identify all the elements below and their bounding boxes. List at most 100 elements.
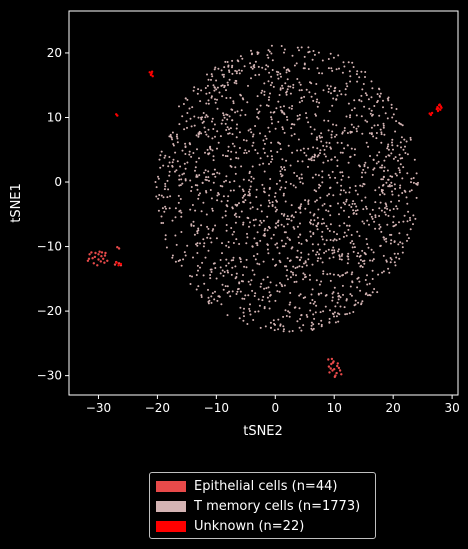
t-memory-point: [399, 186, 401, 189]
t-memory-point: [206, 73, 208, 76]
t-memory-point: [265, 104, 268, 107]
t-memory-point: [236, 110, 239, 113]
t-memory-point: [338, 258, 341, 261]
t-memory-point: [300, 46, 303, 49]
t-memory-point: [289, 164, 292, 167]
t-memory-point: [255, 188, 258, 191]
t-memory-point: [235, 157, 238, 159]
t-memory-point: [364, 119, 367, 122]
t-memory-point: [334, 135, 336, 138]
t-memory-point: [351, 240, 354, 243]
t-memory-point: [303, 151, 306, 154]
t-memory-point: [244, 149, 247, 152]
t-memory-point: [207, 176, 210, 179]
t-memory-point: [332, 123, 334, 126]
t-memory-point: [197, 269, 199, 272]
t-memory-point: [347, 228, 350, 231]
t-memory-point: [234, 111, 237, 114]
t-memory-point: [243, 65, 246, 68]
t-memory-point: [317, 51, 320, 54]
t-memory-point: [320, 319, 323, 322]
t-memory-point: [285, 181, 288, 183]
t-memory-point: [232, 259, 235, 262]
epithelial-point: [93, 255, 97, 259]
t-memory-point: [336, 141, 339, 144]
t-memory-point: [206, 236, 209, 239]
t-memory-point: [288, 106, 291, 109]
t-memory-point: [378, 186, 381, 189]
t-memory-point: [268, 50, 271, 53]
t-memory-point: [177, 201, 180, 204]
t-memory-point: [300, 251, 303, 254]
t-memory-point: [279, 324, 282, 327]
epithelial-point: [103, 261, 106, 264]
t-memory-point: [238, 216, 241, 218]
t-memory-point: [227, 145, 230, 148]
t-memory-point: [401, 157, 404, 160]
t-memory-point: [232, 100, 235, 103]
t-memory-point: [216, 86, 219, 89]
t-memory-point: [225, 244, 228, 247]
t-memory-point: [280, 239, 283, 242]
t-memory-point: [275, 263, 278, 266]
t-memory-point: [285, 69, 288, 71]
t-memory-point: [268, 186, 271, 189]
t-memory-point: [220, 303, 223, 306]
t-memory-point: [357, 262, 360, 265]
t-memory-point: [389, 175, 392, 178]
t-memory-point: [296, 118, 299, 121]
t-memory-point: [303, 62, 306, 65]
t-memory-point: [315, 83, 318, 85]
t-memory-point: [328, 257, 331, 260]
t-memory-point: [275, 182, 278, 185]
t-memory-point: [374, 189, 377, 192]
t-memory-point: [175, 243, 178, 246]
t-memory-point: [366, 294, 369, 297]
t-memory-point: [216, 199, 219, 202]
t-memory-point: [175, 135, 178, 138]
t-memory-point: [251, 206, 254, 209]
t-memory-point: [226, 126, 229, 129]
t-memory-point: [249, 185, 252, 188]
t-memory-point: [328, 110, 331, 113]
t-memory-point: [270, 116, 273, 119]
t-memory-point: [291, 214, 294, 217]
t-memory-point: [341, 151, 344, 154]
y-axis-label: tSNE1: [9, 183, 24, 223]
t-memory-point: [189, 117, 192, 120]
t-memory-point: [216, 171, 219, 174]
t-memory-point: [293, 171, 296, 174]
t-memory-point: [298, 265, 301, 268]
t-memory-point: [367, 145, 370, 148]
t-memory-point: [271, 204, 274, 206]
t-memory-point: [321, 136, 323, 139]
t-memory-point: [350, 273, 353, 276]
t-memory-point: [169, 195, 172, 198]
t-memory-point: [337, 202, 339, 205]
t-memory-point: [307, 51, 310, 54]
t-memory-point: [316, 251, 319, 254]
t-memory-point: [207, 99, 210, 102]
t-memory-point: [163, 156, 166, 159]
t-memory-point: [327, 248, 330, 251]
t-memory-point: [335, 315, 338, 318]
t-memory-point: [225, 264, 228, 267]
t-memory-point: [390, 184, 393, 187]
t-memory-point: [296, 114, 299, 117]
t-memory-point: [286, 236, 289, 239]
t-memory-point: [325, 250, 328, 253]
t-memory-point: [201, 121, 204, 124]
t-memory-point: [256, 53, 259, 55]
t-memory-point: [200, 118, 203, 121]
t-memory-point: [368, 107, 371, 110]
t-memory-point: [410, 181, 412, 184]
t-memory-point: [340, 254, 343, 257]
t-memory-point: [395, 174, 398, 177]
t-memory-point: [321, 238, 324, 241]
t-memory-point: [287, 144, 290, 147]
t-memory-point: [293, 133, 296, 136]
t-memory-point: [322, 272, 325, 275]
t-memory-point: [307, 46, 310, 49]
t-memory-point: [288, 70, 291, 73]
t-memory-point: [212, 159, 215, 162]
